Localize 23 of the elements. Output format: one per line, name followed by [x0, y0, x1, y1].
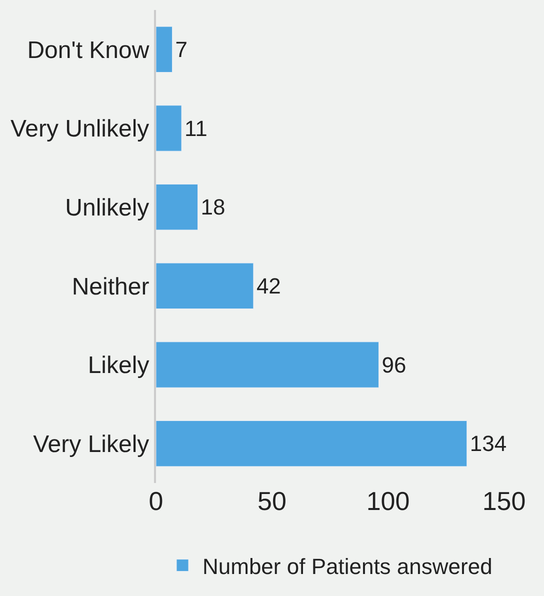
data-label: 11: [184, 116, 208, 141]
y-tick-label: Unlikely: [65, 194, 150, 222]
bar: [156, 26, 172, 73]
legend-label: Number of Patients answered: [202, 554, 492, 579]
x-tick-label: 0: [148, 486, 164, 516]
data-label: 134: [470, 431, 507, 456]
x-tick-label: 50: [258, 486, 286, 516]
bar: [156, 420, 468, 467]
bar: [156, 105, 182, 152]
data-label: 42: [256, 273, 281, 298]
y-tick-label: Likely: [88, 352, 150, 380]
bar: [156, 184, 198, 230]
y-tick-label: Don't Know: [27, 36, 150, 64]
data-label: 96: [382, 352, 406, 378]
data-label: 7: [175, 36, 188, 62]
y-tick-label: Neither: [72, 273, 150, 300]
x-tick-label: 100: [366, 486, 410, 516]
bar: [156, 342, 379, 388]
bar: [156, 262, 254, 310]
y-tick-label: Very Unlikely: [10, 116, 150, 143]
x-tick-label: 150: [482, 486, 526, 516]
y-tick-label: Very Likely: [33, 430, 150, 458]
data-label: 18: [200, 194, 226, 220]
